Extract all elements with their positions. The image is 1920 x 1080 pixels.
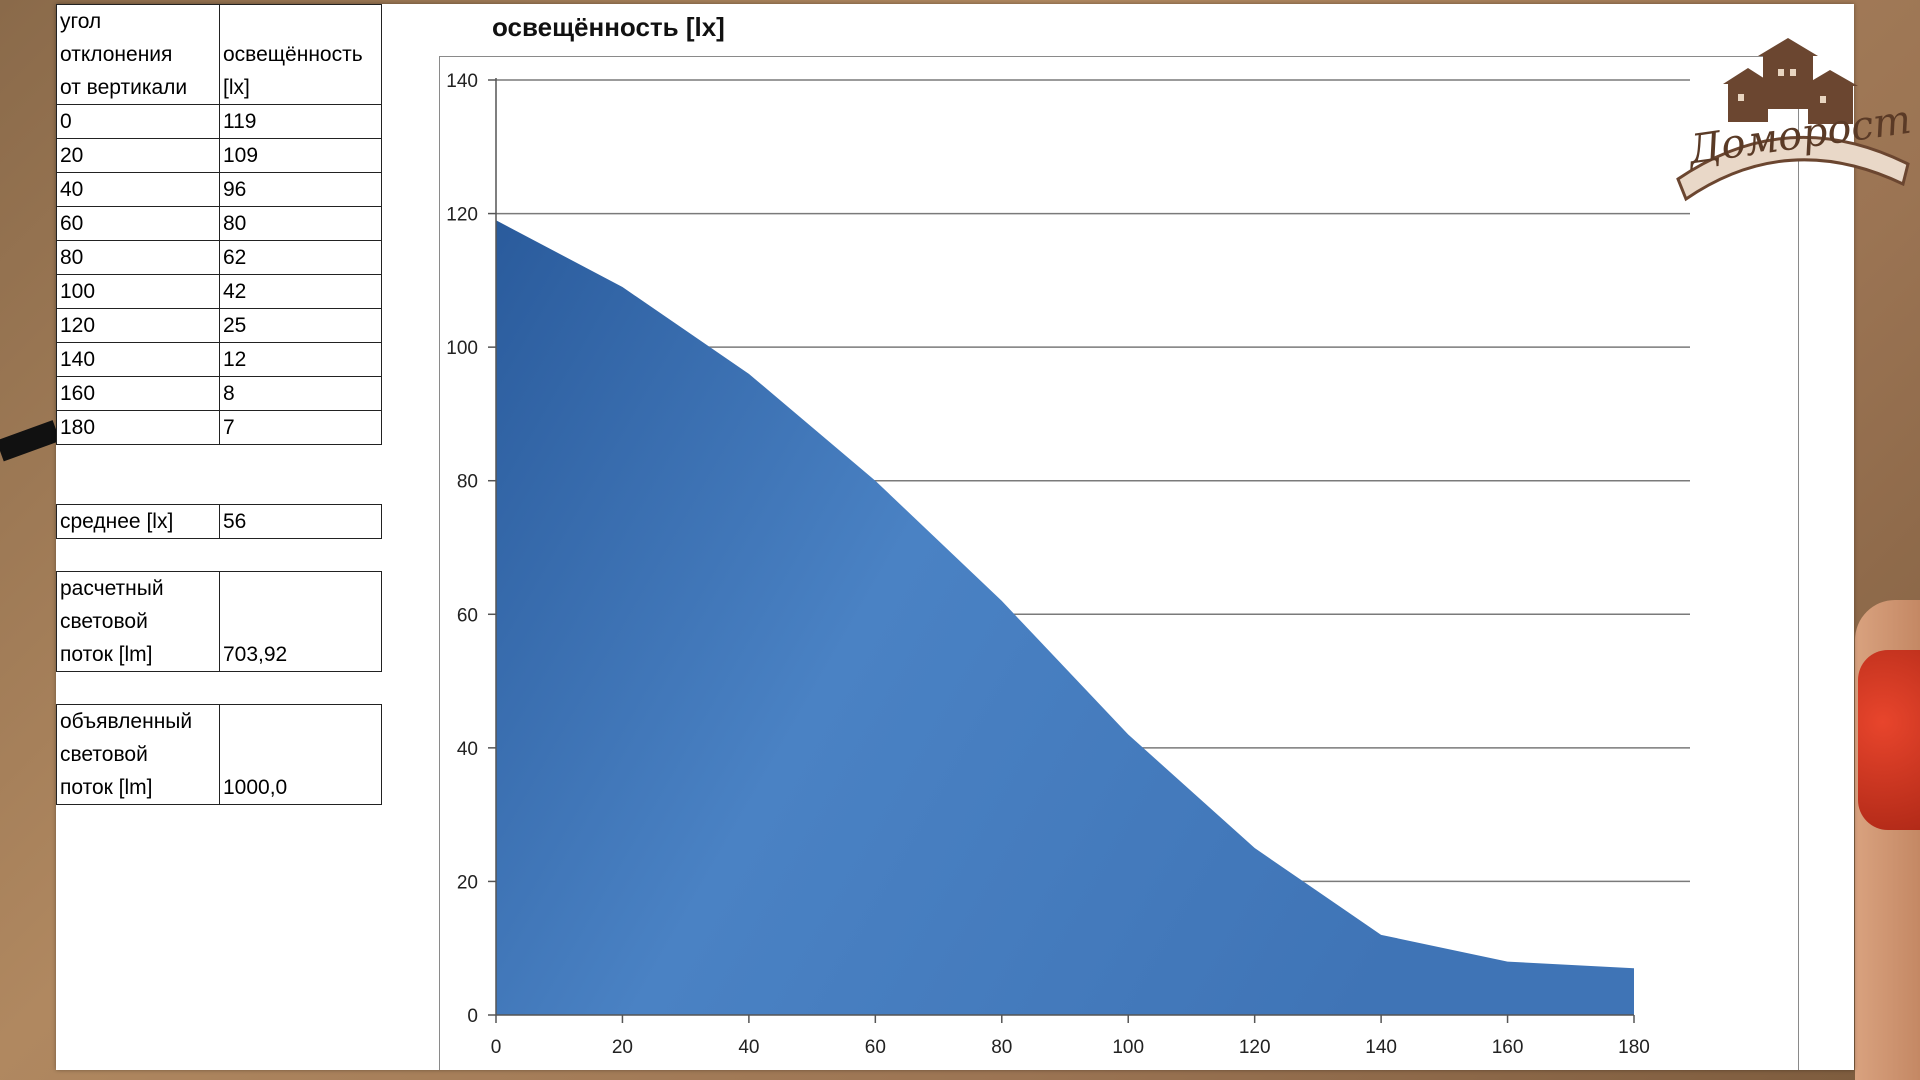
cell-angle: 100: [56, 274, 220, 309]
x-tick-label: 80: [991, 1037, 1012, 1058]
area-chart: 0 20 40 60 80 100 120 140 0 20 40 60 80 100 120 140 160…: [446, 71, 1690, 1058]
cell-lux: 7: [219, 410, 382, 445]
calc-label-line-1: расчетный: [60, 577, 164, 600]
y-tick-label: 120: [446, 205, 478, 226]
area-series: [496, 220, 1634, 1015]
red-object: [1858, 650, 1920, 830]
x-tick-label: 160: [1492, 1037, 1524, 1058]
mean-label: среднее [lx]: [56, 504, 220, 539]
y-tick-label: 0: [467, 1006, 478, 1027]
cell-angle: 180: [56, 410, 220, 445]
x-tick-label: 180: [1618, 1037, 1650, 1058]
cell-lux: 80: [219, 206, 382, 241]
header-lux: освещённость [lx]: [219, 4, 382, 105]
x-tick-label: 0: [491, 1037, 502, 1058]
x-tick-label: 140: [1365, 1037, 1397, 1058]
header-angle-line-3: от вертикали: [60, 76, 188, 99]
declared-flux-table: объявленный световой поток [lm] 1000,0: [56, 704, 382, 805]
spreadsheet-sheet: угол отклонения от вертикали освещённост…: [56, 4, 1854, 1070]
data-table: угол отклонения от вертикали освещённост…: [56, 4, 382, 445]
chart-frame: [439, 56, 1799, 1070]
table-row: 60 80: [56, 206, 382, 241]
cell-lux: 109: [219, 138, 382, 173]
cell-lux: 119: [219, 104, 382, 139]
header-lux-line-1: освещённость: [223, 43, 363, 66]
cell-angle: 80: [56, 240, 220, 275]
cell-angle: 60: [56, 206, 220, 241]
pen: [0, 420, 61, 462]
cell-angle: 0: [56, 104, 220, 139]
y-tick-label: 80: [457, 472, 478, 493]
y-tick-label: 20: [457, 872, 478, 893]
cell-angle: 120: [56, 308, 220, 343]
table-row: 40 96: [56, 172, 382, 207]
table-row: 140 12: [56, 342, 382, 377]
declared-flux-value: 1000,0: [219, 704, 382, 805]
table-row: 120 25: [56, 308, 382, 343]
domorost-logo: [1676, 38, 1910, 202]
table-row: 160 8: [56, 376, 382, 411]
cell-angle: 40: [56, 172, 220, 207]
header-angle-line-1: угол: [60, 10, 102, 33]
x-tick-label: 60: [865, 1037, 886, 1058]
table-row: 0 119: [56, 104, 382, 139]
table-row: 100 42: [56, 274, 382, 309]
declared-flux-label: объявленный световой поток [lm]: [56, 704, 220, 805]
header-angle-line-2: отклонения: [60, 43, 173, 66]
header-lux-line-2: [lx]: [223, 76, 250, 99]
x-tick-label: 40: [738, 1037, 759, 1058]
y-tick-label: 140: [446, 71, 478, 92]
header-angle: угол отклонения от вертикали: [56, 4, 220, 105]
table-row: 180 7: [56, 410, 382, 445]
x-tick-label: 100: [1112, 1037, 1144, 1058]
chart-title: освещённость [lx]: [492, 12, 725, 42]
table-row: 80 62: [56, 240, 382, 275]
x-tick-label: 120: [1239, 1037, 1271, 1058]
mean-value: 56: [219, 504, 382, 539]
calc-label-line-2: световой: [60, 610, 148, 633]
x-tick-label: 20: [612, 1037, 633, 1058]
y-tick-label: 100: [446, 338, 478, 359]
cell-lux: 42: [219, 274, 382, 309]
cell-angle: 160: [56, 376, 220, 411]
decl-label-line-2: световой: [60, 743, 148, 766]
y-tick-label: 40: [457, 739, 478, 760]
decl-label-line-1: объявленный: [60, 710, 193, 733]
table-row: 20 109: [56, 138, 382, 173]
cell-angle: 20: [56, 138, 220, 173]
cell-lux: 62: [219, 240, 382, 275]
calculated-flux-table: расчетный световой поток [lm] 703,92: [56, 571, 382, 672]
y-tick-label: 60: [457, 605, 478, 626]
mean-table: среднее [lx] 56: [56, 504, 382, 539]
decl-label-line-3: поток [lm]: [60, 776, 153, 799]
calculated-flux-value: 703,92: [219, 571, 382, 672]
calc-label-line-3: поток [lm]: [60, 643, 153, 666]
